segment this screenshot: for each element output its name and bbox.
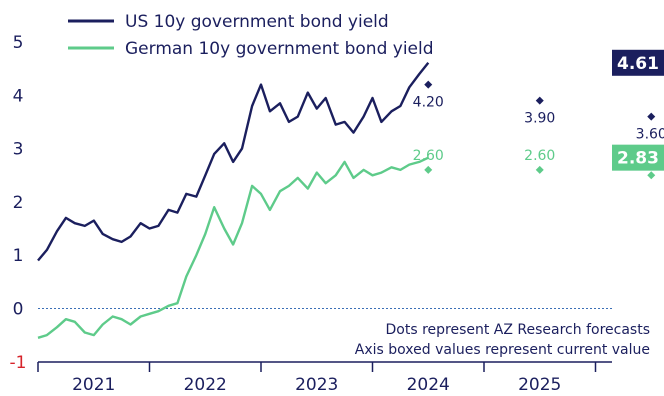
annotation-text: Axis boxed values represent current valu… <box>355 342 650 358</box>
y-tick-label: 2 <box>13 193 24 213</box>
current-value-box <box>612 144 664 171</box>
x-tick-label: 2025 <box>518 375 561 395</box>
legend-label: US 10y government bond yield <box>125 12 389 32</box>
forecast-dot <box>535 165 544 174</box>
forecast-dot <box>424 165 433 174</box>
series-line-german-10y <box>37 156 429 339</box>
forecast-dot <box>535 96 544 105</box>
forecast-label: 2.60 <box>524 148 555 164</box>
current-value-layer: 4.61 2.83 <box>612 49 664 171</box>
x-tick-label: 2021 <box>72 375 115 395</box>
x-tick-label: 2023 <box>295 375 338 395</box>
series-line-us-10y <box>37 62 430 262</box>
y-tick-label: -1 <box>10 353 27 373</box>
y-tick-label: 3 <box>13 140 24 160</box>
forecast-label: 2.60 <box>413 148 444 164</box>
legend: US 10y government bond yield German 10y g… <box>68 12 434 59</box>
forecast-dot <box>424 80 433 89</box>
legend-label: German 10y government bond yield <box>125 39 434 59</box>
current-value-label: 4.61 <box>617 54 659 74</box>
x-tick-label: 2022 <box>184 375 227 395</box>
forecast-label: 3.60 <box>636 127 664 143</box>
y-tick-label: 4 <box>13 86 24 106</box>
current-value-label: 2.83 <box>617 149 659 169</box>
forecast-dot <box>647 112 656 121</box>
y-tick-label: 0 <box>13 300 24 320</box>
forecast-dot <box>647 171 656 180</box>
axis-layer: 5 4 3 2 1 0 -1 2021 2022 2023 2024 2025 <box>10 33 612 395</box>
current-value-box <box>612 49 664 76</box>
forecast-label: 4.20 <box>413 95 444 111</box>
annotation-text: Dots represent AZ Research forecasts <box>385 322 650 338</box>
y-tick-label: 1 <box>13 246 24 266</box>
annotations: Dots represent AZ Research forecasts Axis… <box>355 322 650 358</box>
y-tick-label: 5 <box>13 33 24 53</box>
x-tick-label: 2024 <box>407 375 450 395</box>
forecast-label: 3.90 <box>524 111 555 127</box>
series-layer <box>37 62 430 339</box>
